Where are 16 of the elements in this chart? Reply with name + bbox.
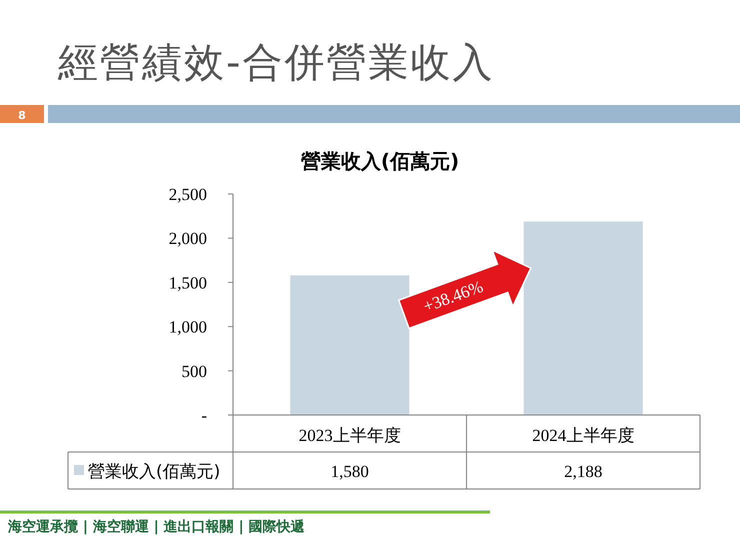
y-tick-label: 500 <box>182 362 207 381</box>
y-tick-label: 1,000 <box>168 318 207 337</box>
data-label: 1,580 <box>330 462 369 481</box>
y-tick-label: - <box>201 406 208 425</box>
x-tick-label: 2023上半年度 <box>298 426 401 445</box>
legend-label: 營業收入(佰萬元) <box>88 462 220 482</box>
y-tick-label: 2,000 <box>168 229 207 248</box>
y-tick-label: 1,500 <box>168 273 207 292</box>
annotation: +38.46% <box>420 276 486 316</box>
chart-subtitle: 營業收入(佰萬元) <box>300 149 460 173</box>
text: 8 <box>18 109 26 122</box>
chart-title: 經營績效-合併營業收入 <box>57 40 494 86</box>
x-tick-label: 2024上半年度 <box>532 426 634 445</box>
text: 海空運承攬 | 海空聯運 | 進出口報關 | 國際快遞 <box>7 518 306 535</box>
data-label: 2,188 <box>564 462 602 481</box>
y-tick-label: 2,500 <box>168 185 207 204</box>
